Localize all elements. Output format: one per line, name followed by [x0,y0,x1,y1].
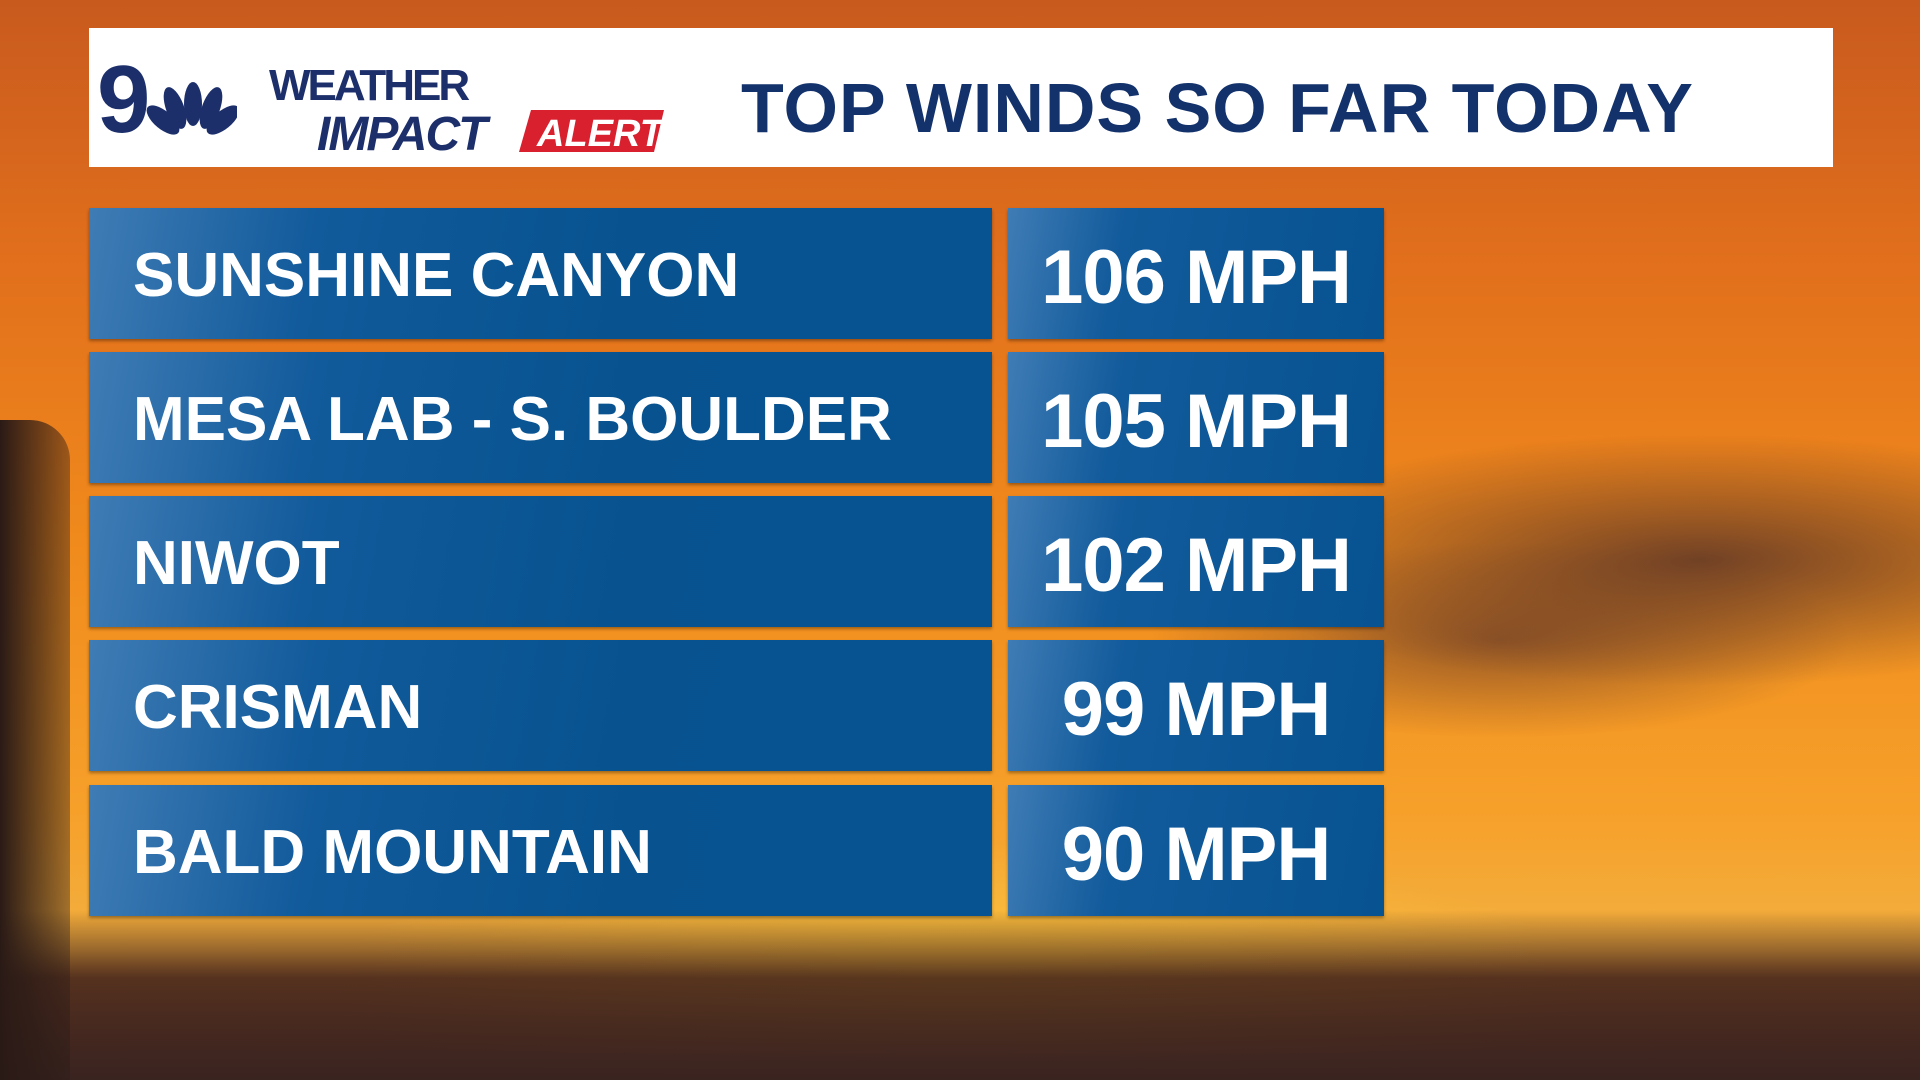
background-landscape [0,910,1920,1080]
wind-speed-box: 105 MPH [1008,352,1384,483]
location-label: MESA LAB - S. BOULDER [133,385,892,454]
location-box: MESA LAB - S. BOULDER [89,352,992,483]
location-label: SUNSHINE CANYON [133,241,740,310]
wind-speed-box: 106 MPH [1008,208,1384,339]
background-tree [0,420,70,1080]
wind-speed-box: 99 MPH [1008,640,1384,771]
location-box: BALD MOUNTAIN [89,785,992,916]
wind-speed-value: 99 MPH [1061,667,1332,752]
9news-nbc-logo: 9 [97,50,237,150]
svg-text:ALERT: ALERT [536,113,666,155]
header-bar: 9 WEATHER IMPACT ALERT TOP WINDS SO FAR … [89,28,1833,167]
wind-speed-box: 90 MPH [1008,785,1384,916]
location-box: NIWOT [89,496,992,627]
weather-impact-alert-logo: WEATHER IMPACT ALERT [269,61,666,158]
location-label: BALD MOUNTAIN [133,818,652,887]
location-box: SUNSHINE CANYON [89,208,992,339]
svg-text:IMPACT: IMPACT [317,108,491,158]
wind-speed-value: 90 MPH [1061,812,1332,897]
wind-speed-value: 106 MPH [1041,235,1352,320]
location-label: CRISMAN [133,673,423,742]
page-title: TOP WINDS SO FAR TODAY [741,69,1694,147]
location-box: CRISMAN [89,640,992,771]
location-label: NIWOT [133,529,340,598]
wind-speed-value: 105 MPH [1041,379,1352,464]
svg-text:9: 9 [97,50,150,150]
wind-speed-value: 102 MPH [1041,523,1352,608]
svg-text:WEATHER: WEATHER [269,61,469,110]
wind-speed-box: 102 MPH [1008,496,1384,627]
